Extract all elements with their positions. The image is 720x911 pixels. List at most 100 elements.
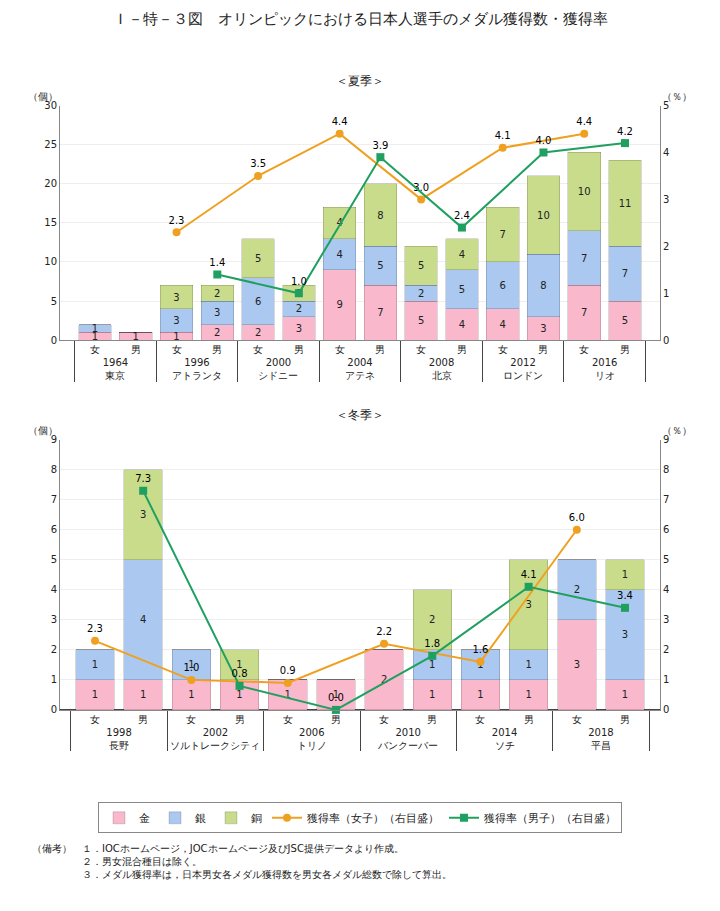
svg-text:4: 4 xyxy=(140,614,146,625)
svg-text:10: 10 xyxy=(578,186,591,197)
svg-text:4.4: 4.4 xyxy=(332,116,348,127)
svg-text:30: 30 xyxy=(44,100,57,111)
svg-text:1: 1 xyxy=(663,674,669,685)
svg-text:2: 2 xyxy=(418,288,424,299)
svg-text:女: 女 xyxy=(172,344,182,355)
svg-text:3: 3 xyxy=(622,629,628,640)
svg-text:男: 男 xyxy=(131,344,141,355)
svg-text:男: 男 xyxy=(524,714,534,725)
svg-text:15: 15 xyxy=(44,217,57,228)
svg-text:3.9: 3.9 xyxy=(372,140,388,151)
svg-text:女: 女 xyxy=(253,344,263,355)
svg-text:1: 1 xyxy=(51,674,57,685)
svg-text:1: 1 xyxy=(188,659,194,670)
svg-text:9: 9 xyxy=(51,434,57,445)
svg-text:4: 4 xyxy=(663,147,669,158)
svg-text:4: 4 xyxy=(336,217,342,228)
svg-text:4: 4 xyxy=(459,319,465,330)
svg-text:0.8: 0.8 xyxy=(232,668,248,679)
svg-text:1: 1 xyxy=(622,569,628,580)
svg-text:6: 6 xyxy=(500,280,506,291)
svg-text:女: 女 xyxy=(379,714,389,725)
svg-text:（個）: （個） xyxy=(28,91,58,102)
svg-text:4.0: 4.0 xyxy=(536,135,552,146)
svg-text:7: 7 xyxy=(500,229,506,240)
svg-text:5: 5 xyxy=(418,315,424,326)
svg-text:5: 5 xyxy=(377,260,383,271)
svg-text:5: 5 xyxy=(418,260,424,271)
svg-text:5: 5 xyxy=(622,315,628,326)
svg-text:2: 2 xyxy=(381,674,387,685)
svg-text:7: 7 xyxy=(581,253,587,264)
svg-text:男: 男 xyxy=(620,344,630,355)
svg-text:5: 5 xyxy=(51,296,57,307)
svg-text:2.3: 2.3 xyxy=(87,623,103,634)
svg-text:4: 4 xyxy=(336,249,342,260)
svg-text:男: 男 xyxy=(294,344,304,355)
svg-text:0: 0 xyxy=(663,335,669,346)
svg-text:4.2: 4.2 xyxy=(617,126,633,137)
svg-text:女: 女 xyxy=(475,714,485,725)
svg-text:2: 2 xyxy=(296,288,302,299)
svg-text:1: 1 xyxy=(92,323,98,334)
svg-text:4.4: 4.4 xyxy=(576,116,592,127)
svg-text:3: 3 xyxy=(214,307,220,318)
svg-text:8: 8 xyxy=(663,464,669,475)
svg-text:7: 7 xyxy=(377,307,383,318)
svg-text:女: 女 xyxy=(90,714,100,725)
svg-text:5: 5 xyxy=(663,554,669,565)
svg-text:男: 男 xyxy=(375,344,385,355)
svg-text:2: 2 xyxy=(51,644,57,655)
svg-text:1998長野: 1998長野 xyxy=(106,727,131,751)
svg-text:Ｉ－特－３図 オリンピックにおける日本人選手のメダル獲得数・: Ｉ－特－３図 オリンピックにおける日本人選手のメダル獲得数・獲得率 xyxy=(113,10,608,28)
svg-text:2002ソルトレークシティ: 2002ソルトレークシティ xyxy=(170,727,260,751)
svg-text:4.1: 4.1 xyxy=(521,569,537,580)
svg-text:獲得率（男子）（右目盛）: 獲得率（男子）（右目盛） xyxy=(484,812,616,825)
svg-text:2: 2 xyxy=(663,644,669,655)
svg-text:6: 6 xyxy=(51,524,57,535)
svg-text:3: 3 xyxy=(663,614,669,625)
svg-text:0.9: 0.9 xyxy=(280,665,296,676)
svg-text:0.0: 0.0 xyxy=(328,692,344,703)
svg-text:2: 2 xyxy=(296,303,302,314)
svg-text:2.4: 2.4 xyxy=(454,210,470,221)
svg-text:1.4: 1.4 xyxy=(209,257,225,268)
svg-text:1.0: 1.0 xyxy=(183,662,199,673)
svg-text:（％）: （％） xyxy=(662,425,692,436)
svg-text:3: 3 xyxy=(173,292,179,303)
svg-text:女: 女 xyxy=(335,344,345,355)
svg-text:7: 7 xyxy=(51,494,57,505)
svg-text:1: 1 xyxy=(236,689,242,700)
svg-text:女: 女 xyxy=(90,344,100,355)
svg-text:3: 3 xyxy=(663,194,669,205)
svg-text:4: 4 xyxy=(459,249,465,260)
svg-text:3.4: 3.4 xyxy=(617,590,633,601)
svg-text:2014ソチ: 2014ソチ xyxy=(492,727,517,751)
svg-text:4: 4 xyxy=(51,584,57,595)
svg-text:3: 3 xyxy=(173,315,179,326)
svg-text:女: 女 xyxy=(416,344,426,355)
svg-text:（％）: （％） xyxy=(662,91,692,102)
svg-text:1: 1 xyxy=(92,659,98,670)
svg-text:5: 5 xyxy=(51,554,57,565)
svg-text:2: 2 xyxy=(663,241,669,252)
svg-text:8: 8 xyxy=(540,280,546,291)
svg-text:1964東京: 1964東京 xyxy=(103,357,128,381)
svg-text:＜夏季＞: ＜夏季＞ xyxy=(336,74,384,88)
svg-text:1: 1 xyxy=(133,331,139,342)
svg-text:2.3: 2.3 xyxy=(169,215,185,226)
svg-text:女: 女 xyxy=(579,344,589,355)
svg-text:男: 男 xyxy=(212,344,222,355)
svg-text:金: 金 xyxy=(139,812,150,825)
svg-text:0: 0 xyxy=(51,704,57,715)
svg-text:男: 男 xyxy=(331,714,341,725)
svg-text:5: 5 xyxy=(255,253,261,264)
svg-text:7.3: 7.3 xyxy=(135,473,151,484)
svg-text:6.0: 6.0 xyxy=(569,512,585,523)
svg-text:1996アトランタ: 1996アトランタ xyxy=(172,357,222,381)
svg-text:10: 10 xyxy=(537,210,550,221)
svg-text:（個）: （個） xyxy=(28,425,58,436)
svg-text:3: 3 xyxy=(525,599,531,610)
svg-text:2: 2 xyxy=(214,288,220,299)
svg-text:8: 8 xyxy=(51,464,57,475)
